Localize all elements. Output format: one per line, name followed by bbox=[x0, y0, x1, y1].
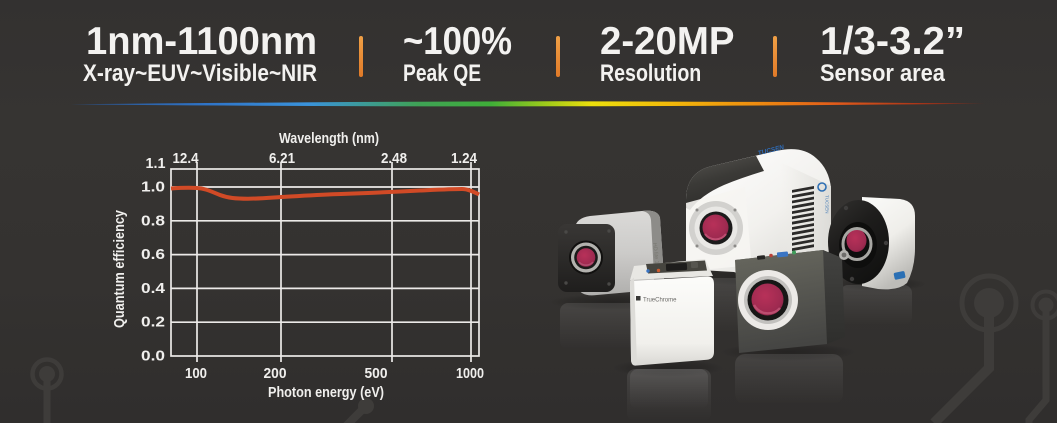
svg-text:HD lite 1080P: HD lite 1080P bbox=[651, 243, 661, 278]
svg-text:TUCSEN: TUCSEN bbox=[825, 195, 830, 214]
svg-text:0.2: 0.2 bbox=[141, 314, 165, 331]
svg-text:1.24: 1.24 bbox=[451, 150, 478, 167]
svg-text:0.0: 0.0 bbox=[141, 348, 165, 365]
svg-text:500: 500 bbox=[365, 365, 388, 382]
svg-text:0.6: 0.6 bbox=[141, 246, 165, 263]
svg-text:0.8: 0.8 bbox=[141, 212, 165, 229]
svg-text:1.1: 1.1 bbox=[146, 155, 166, 172]
svg-text:200: 200 bbox=[264, 365, 287, 382]
svg-text:0.4: 0.4 bbox=[141, 280, 166, 297]
svg-text:TrueChrome: TrueChrome bbox=[643, 298, 677, 304]
svg-text:6.21: 6.21 bbox=[269, 150, 295, 167]
svg-text:1.0: 1.0 bbox=[141, 179, 165, 196]
svg-text:2.48: 2.48 bbox=[381, 150, 407, 167]
svg-text:1000: 1000 bbox=[456, 365, 484, 382]
svg-text:Wavelength (nm): Wavelength (nm) bbox=[279, 130, 379, 147]
svg-text:Photon energy (eV): Photon energy (eV) bbox=[268, 384, 384, 401]
svg-text:Quantum efficiency: Quantum efficiency bbox=[111, 209, 128, 328]
svg-text:12.4: 12.4 bbox=[173, 150, 200, 167]
svg-text:100: 100 bbox=[185, 365, 207, 382]
